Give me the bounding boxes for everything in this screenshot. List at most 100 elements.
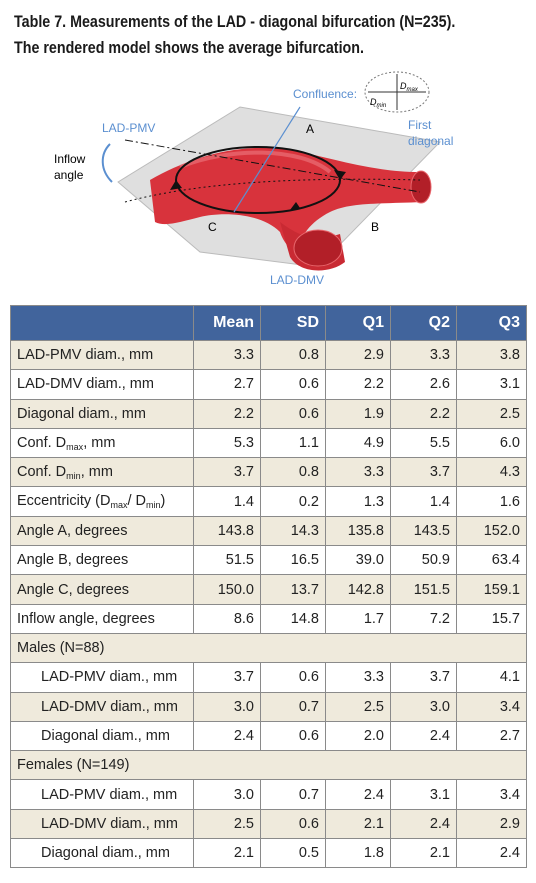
cell: 3.3 xyxy=(390,339,457,371)
dmax-label: Dmax xyxy=(400,81,419,93)
column-header: Q2 xyxy=(390,305,457,341)
row-label: Conf. Dmax, mm xyxy=(10,427,194,459)
first-diagonal-label: First diagonal xyxy=(408,118,453,148)
lad-dmv-label: LAD-DMV xyxy=(270,273,324,287)
cell: 3.7 xyxy=(193,457,261,488)
cell: 1.4 xyxy=(390,486,457,517)
cell: 7.2 xyxy=(390,603,457,634)
cell: 0.6 xyxy=(260,662,326,693)
cell: 0.6 xyxy=(260,398,326,429)
table-row: LAD-DMV diam., mm 2.7 0.6 2.2 2.6 3.1 xyxy=(10,369,527,400)
row-label: Eccentricity (Dmax/ Dmin) xyxy=(10,486,194,517)
label-sub: min xyxy=(66,470,81,481)
cell: 135.8 xyxy=(325,515,391,547)
column-header: SD xyxy=(260,305,326,341)
cell: 2.6 xyxy=(390,369,457,400)
cell: 3.3 xyxy=(193,339,261,371)
column-header: Q1 xyxy=(325,305,391,341)
cell: 3.7 xyxy=(390,662,457,693)
cell: 3.3 xyxy=(325,662,391,693)
label-line: Inflow xyxy=(54,152,86,166)
label-part: D xyxy=(400,81,407,91)
label-sub: max xyxy=(110,500,128,511)
section-row: Males (N=88) xyxy=(10,632,527,664)
cell: 0.2 xyxy=(260,486,326,517)
cell: 2.4 xyxy=(390,720,457,752)
table-row: Angle B, degrees 51.5 16.5 39.0 50.9 63.4 xyxy=(10,545,527,576)
row-label: Conf. Dmin, mm xyxy=(10,457,194,488)
table-row: LAD-PMV diam., mm 3.0 0.7 2.4 3.1 3.4 xyxy=(10,779,527,810)
cell: 2.1 xyxy=(390,838,457,869)
column-header: Mean xyxy=(193,305,261,341)
header-row: Mean SD Q1 Q2 Q3 xyxy=(10,305,527,341)
cell: 2.4 xyxy=(456,838,527,869)
label-line: angle xyxy=(54,168,84,182)
highlight xyxy=(179,150,332,174)
cell: 152.0 xyxy=(456,515,527,547)
label-line: diagonal xyxy=(408,134,453,148)
cell: 151.5 xyxy=(390,574,457,605)
cell: 143.8 xyxy=(193,515,261,547)
cell: 3.7 xyxy=(193,662,261,693)
cell: 2.1 xyxy=(325,808,391,840)
cell: 51.5 xyxy=(193,545,261,576)
label-part: , mm xyxy=(80,463,113,480)
table-row: Conf. Dmax, mm 5.3 1.1 4.9 5.5 6.0 xyxy=(10,427,527,459)
cell: 2.7 xyxy=(456,720,527,752)
cell: 15.7 xyxy=(456,603,527,634)
table-row: Diagonal diam., mm 2.1 0.5 1.8 2.1 2.4 xyxy=(10,838,527,869)
vessel xyxy=(150,147,422,258)
cell: 0.5 xyxy=(260,838,326,869)
arrow-head xyxy=(170,180,182,190)
cell: 2.0 xyxy=(325,720,391,752)
row-label: LAD-DMV diam., mm xyxy=(10,691,194,722)
cell: 1.4 xyxy=(193,486,261,517)
dmin-label: Dmin xyxy=(370,97,387,109)
table-row: Angle C, degrees 150.0 13.7 142.8 151.5 159.1 xyxy=(10,574,527,605)
label-part: ) xyxy=(160,493,166,510)
cell: 14.3 xyxy=(260,515,326,547)
cell: 14.8 xyxy=(260,603,326,634)
label-sub: min xyxy=(377,103,387,109)
cell: 1.9 xyxy=(325,398,391,429)
row-label: Diagonal diam., mm xyxy=(10,838,194,869)
label-sub: min xyxy=(146,500,161,511)
cell: 143.5 xyxy=(390,515,457,547)
table-row: LAD-PMV diam., mm 3.3 0.8 2.9 3.3 3.8 xyxy=(10,339,527,371)
inflow-angle-label: Inflow angle xyxy=(54,152,86,182)
section-title: Females (N=149) xyxy=(10,750,527,781)
table-row: Inflow angle, degrees 8.6 14.8 1.7 7.2 15.7 xyxy=(10,603,527,634)
cell: 0.7 xyxy=(260,691,326,722)
cell: 2.2 xyxy=(325,369,391,400)
label-line: First xyxy=(408,118,432,132)
row-label: LAD-DMV diam., mm xyxy=(10,369,194,400)
cell: 3.0 xyxy=(390,691,457,722)
vessel-end xyxy=(410,170,432,204)
column-header: Q3 xyxy=(456,305,527,341)
cell: 2.4 xyxy=(390,808,457,840)
table-row: LAD-PMV diam., mm 3.7 0.6 3.3 3.7 4.1 xyxy=(10,662,527,693)
arrow-head xyxy=(290,202,300,210)
cell: 3.0 xyxy=(193,691,261,722)
cell: 2.9 xyxy=(456,808,527,840)
cell: 2.5 xyxy=(456,398,527,429)
arrow-head xyxy=(334,170,346,180)
header-cell xyxy=(10,305,194,341)
lad-pmv-label: LAD-PMV xyxy=(102,121,155,135)
cell: 2.9 xyxy=(325,339,391,371)
table: Mean SD Q1 Q2 Q3 LAD-PMV diam., mm 3.3 0.8 2.9 3… xyxy=(10,305,527,869)
label-part: Eccentricity (D xyxy=(17,493,111,510)
label-part: Conf. D xyxy=(17,434,67,451)
cell: 3.3 xyxy=(325,457,391,488)
cell: 0.6 xyxy=(260,369,326,400)
cell: 16.5 xyxy=(260,545,326,576)
row-label: Angle B, degrees xyxy=(10,545,194,576)
title: Table 7. Measurements of the LAD - diago… xyxy=(14,12,456,31)
row-label: LAD-PMV diam., mm xyxy=(10,339,194,371)
cell: 142.8 xyxy=(325,574,391,605)
table-row: Eccentricity (Dmax/ Dmin) 1.4 0.2 1.3 1.4 1.6 xyxy=(10,486,527,517)
label-part: D xyxy=(370,97,377,107)
angle-c-label: C xyxy=(208,220,217,234)
cell: 2.2 xyxy=(390,398,457,429)
row-label: LAD-DMV diam., mm xyxy=(10,808,194,840)
